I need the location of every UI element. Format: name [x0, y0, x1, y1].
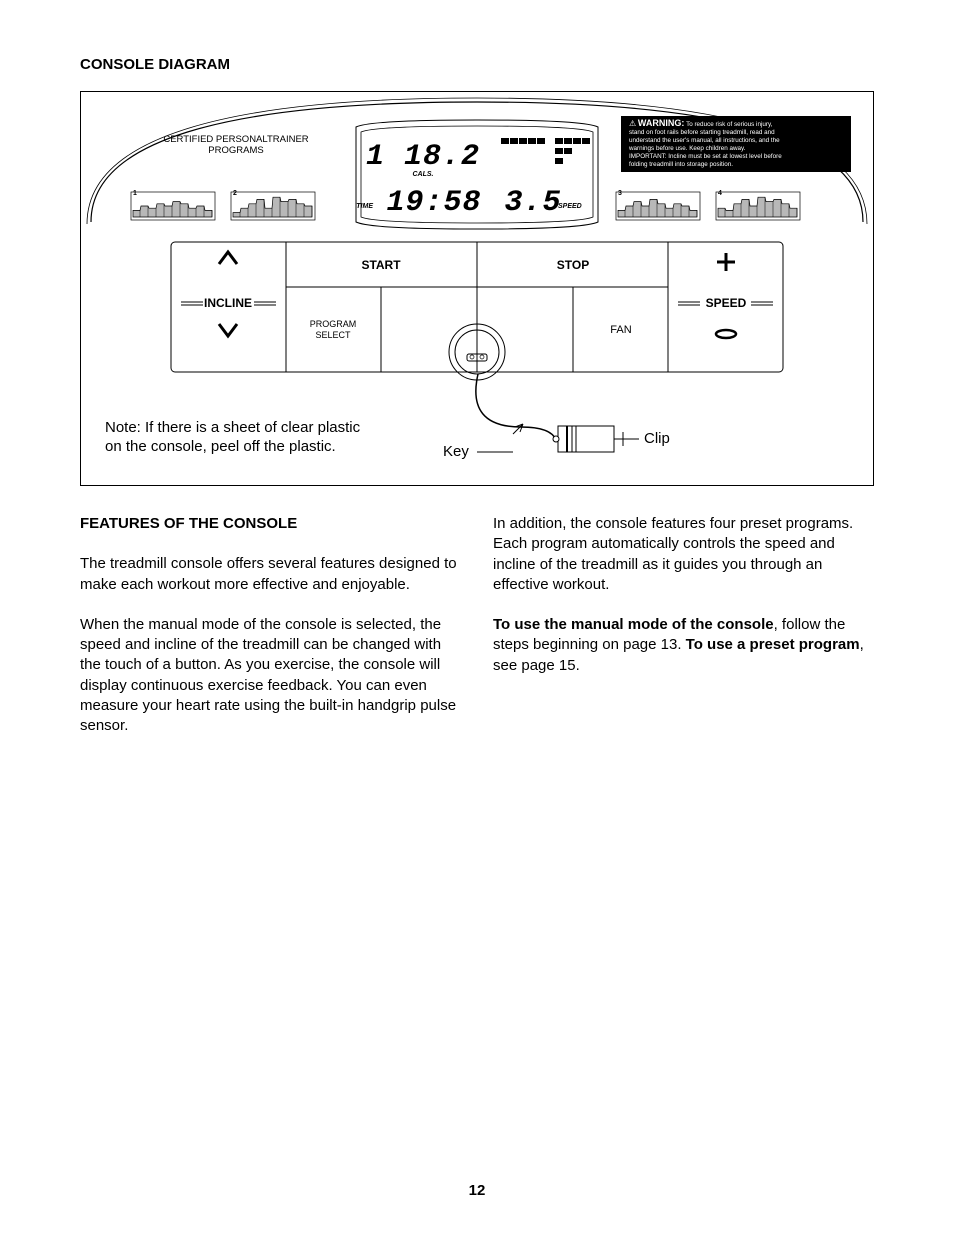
label-time: TIME — [356, 203, 373, 210]
svg-text:IMPORTANT: Incline must be set: IMPORTANT: Incline must be set at lowest… — [629, 153, 782, 160]
svg-text:stand on foot rails before sta: stand on foot rails before starting trea… — [629, 129, 775, 136]
prog-num-2: 2 — [233, 190, 237, 197]
chevron-down-icon[interactable] — [219, 324, 237, 336]
svg-text:folding treadmill into storage: folding treadmill into storage position. — [629, 161, 733, 168]
incline-panel: INCLINE — [181, 252, 276, 336]
display-cals: 1 18.2 — [366, 140, 480, 174]
programs-label-1: CERTIFIED PERSONALTRAINER — [163, 134, 308, 145]
body-col2-p2: To use the manual mode of the console, f… — [493, 615, 874, 676]
svg-text:SELECT[interactable]: SELECT — [315, 330, 351, 340]
fan-button[interactable]: FAN — [610, 324, 631, 336]
minus-icon[interactable] — [716, 330, 736, 338]
chevron-up-icon[interactable] — [219, 252, 237, 264]
body-col2-p1: In addition, the console features four p… — [493, 514, 874, 595]
key-slot-icon — [467, 350, 487, 367]
speed-label: SPEED — [706, 296, 747, 310]
program-select-button[interactable]: PROGRAM — [310, 319, 357, 329]
display-speed: 3.5 — [504, 186, 561, 220]
note-line-1: Note: If there is a sheet of clear plast… — [105, 419, 361, 436]
display-time: 19:58 — [386, 186, 481, 220]
speed-panel: SPEED — [678, 253, 773, 338]
svg-text:understand the user's manual,: understand the user's manual, all instru… — [629, 137, 780, 144]
console-diagram: CERTIFIED PERSONALTRAINER PROGRAMS 1 18.… — [80, 91, 874, 486]
prog-num-3: 3 — [618, 190, 622, 197]
label-cals: CALS. — [413, 171, 434, 178]
callout-key: Key — [443, 443, 469, 460]
incline-label: INCLINE — [204, 296, 252, 310]
programs-label-2: PROGRAMS — [208, 145, 263, 156]
note-line-2: on the console, peel off the plastic. — [105, 438, 336, 455]
start-button[interactable]: START — [361, 258, 401, 272]
callout-clip: Clip — [644, 430, 670, 447]
body-col1-p1: The treadmill console offers several fea… — [80, 554, 461, 595]
section-title: CONSOLE DIAGRAM — [80, 56, 874, 73]
body-col1-p2: When the manual mode of the console is s… — [80, 615, 461, 737]
svg-text:warnings before use. Keep chi: warnings before use. Keep children away. — [628, 145, 746, 152]
features-title: FEATURES OF THE CONSOLE — [80, 514, 461, 534]
bargraph-display — [501, 138, 590, 164]
prog-num-4: 4 — [718, 190, 722, 197]
stop-button[interactable]: STOP — [557, 258, 589, 272]
label-speed: SPEED — [558, 203, 582, 210]
page-number: 12 — [0, 1182, 954, 1199]
prog-num-1: 1 — [133, 190, 137, 197]
